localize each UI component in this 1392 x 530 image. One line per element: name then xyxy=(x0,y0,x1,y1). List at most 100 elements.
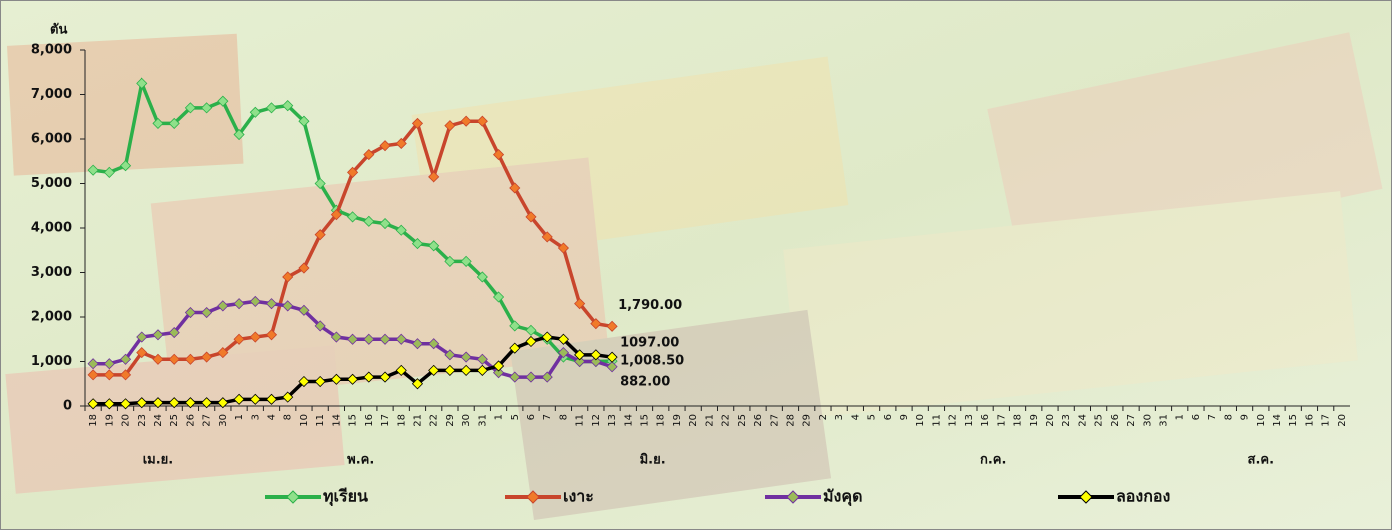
point-marker xyxy=(557,333,569,345)
x-tick-label: 19 xyxy=(672,414,683,427)
y-tick-label: 4,000 xyxy=(31,221,72,236)
x-tick-label: 6 xyxy=(526,414,537,420)
x-tick-label: 1 xyxy=(1175,414,1186,420)
x-tick-label: 5 xyxy=(867,414,878,420)
point-marker xyxy=(347,166,359,178)
point-marker xyxy=(509,371,521,383)
point-marker xyxy=(136,331,148,343)
point-marker xyxy=(233,128,245,141)
point-marker xyxy=(249,393,261,405)
x-tick-label: 10 xyxy=(915,414,926,427)
x-tick-label: 3 xyxy=(834,414,845,420)
x-tick-label: 8 xyxy=(1223,414,1234,420)
x-tick-label: 16 xyxy=(1304,414,1315,427)
y-tick-label: 8,000 xyxy=(31,43,72,58)
legend-marker xyxy=(1079,490,1093,504)
x-tick-label: 13 xyxy=(607,414,618,427)
x-tick-label: 25 xyxy=(737,414,748,427)
point-marker xyxy=(444,120,456,132)
point-marker xyxy=(460,364,472,376)
point-marker xyxy=(168,397,180,409)
x-tick-label: 18 xyxy=(1013,414,1024,427)
x-tick-label: 14 xyxy=(1272,414,1283,427)
point-marker xyxy=(184,102,196,114)
point-marker xyxy=(119,353,132,365)
x-tick-label: 9 xyxy=(899,414,910,420)
point-marker xyxy=(298,375,310,388)
y-tick-label: 1,000 xyxy=(31,354,72,369)
point-marker xyxy=(460,115,472,127)
point-marker xyxy=(201,351,213,363)
x-tick-label: 14 xyxy=(331,414,342,427)
point-marker xyxy=(233,333,245,345)
point-marker xyxy=(379,140,391,152)
point-marker xyxy=(249,106,261,118)
point-marker xyxy=(379,333,391,345)
legend-label: เงาะ xyxy=(563,487,594,506)
x-tick-label: 12 xyxy=(948,414,959,427)
point-marker xyxy=(314,320,326,332)
point-marker xyxy=(606,351,618,363)
y-tick-label: 0 xyxy=(63,399,72,414)
point-marker xyxy=(298,262,310,274)
x-tick-label: 31 xyxy=(477,414,488,427)
x-group-label: ส.ค. xyxy=(1248,453,1275,468)
y-tick-label: 3,000 xyxy=(31,265,72,280)
point-marker xyxy=(314,177,326,190)
y-tick-label: 2,000 xyxy=(31,310,72,325)
x-tick-label: 15 xyxy=(1288,414,1299,427)
x-tick-label: 6 xyxy=(883,414,894,420)
x-tick-label: 27 xyxy=(1126,414,1137,427)
point-marker xyxy=(476,271,488,283)
point-marker xyxy=(347,211,359,223)
x-tick-label: 8 xyxy=(558,414,569,420)
point-marker xyxy=(574,349,586,361)
point-marker xyxy=(282,391,294,403)
x-tick-label: 15 xyxy=(640,414,651,427)
x-group-label: พ.ค. xyxy=(347,453,374,468)
point-marker xyxy=(347,373,359,385)
point-marker xyxy=(87,369,99,381)
point-marker xyxy=(444,364,456,376)
x-tick-label: 3 xyxy=(250,414,261,420)
photo-collage xyxy=(5,32,1383,521)
point-marker xyxy=(103,358,115,370)
point-marker xyxy=(152,353,164,365)
point-marker xyxy=(509,342,521,354)
point-marker xyxy=(492,149,505,161)
point-marker xyxy=(217,95,229,107)
point-marker xyxy=(265,102,278,114)
x-tick-label: 28 xyxy=(785,414,796,427)
x-tick-label: 17 xyxy=(1321,414,1332,427)
point-marker xyxy=(395,137,407,150)
x-tick-label: 22 xyxy=(429,414,440,427)
x-tick-label: 30 xyxy=(218,414,229,427)
point-marker xyxy=(103,369,115,381)
data-label: 1,008.50 xyxy=(620,354,684,369)
x-tick-label: 10 xyxy=(299,414,310,427)
x-tick-label: 23 xyxy=(1061,414,1072,427)
point-marker xyxy=(574,355,586,368)
x-group-label: มิ.ย. xyxy=(640,453,666,468)
point-marker xyxy=(249,331,261,343)
x-tick-label: 14 xyxy=(623,414,634,427)
x-tick-label: 11 xyxy=(315,414,326,427)
point-marker xyxy=(152,117,164,129)
point-marker xyxy=(265,298,278,310)
point-marker xyxy=(428,171,440,183)
point-marker xyxy=(460,351,472,363)
x-tick-label: 20 xyxy=(121,414,132,427)
point-marker xyxy=(492,291,505,303)
x-tick-label: 23 xyxy=(137,414,148,427)
x-tick-label: 10 xyxy=(1256,414,1267,427)
x-tick-label: 26 xyxy=(185,414,196,427)
x-tick-label: 13 xyxy=(964,414,975,427)
legend-marker xyxy=(286,490,300,504)
point-marker xyxy=(119,369,132,381)
x-tick-label: 17 xyxy=(996,414,1007,427)
x-tick-label: 31 xyxy=(1158,414,1169,427)
point-marker xyxy=(444,255,456,267)
data-label: 1097.00 xyxy=(620,336,679,351)
point-marker xyxy=(119,160,132,172)
